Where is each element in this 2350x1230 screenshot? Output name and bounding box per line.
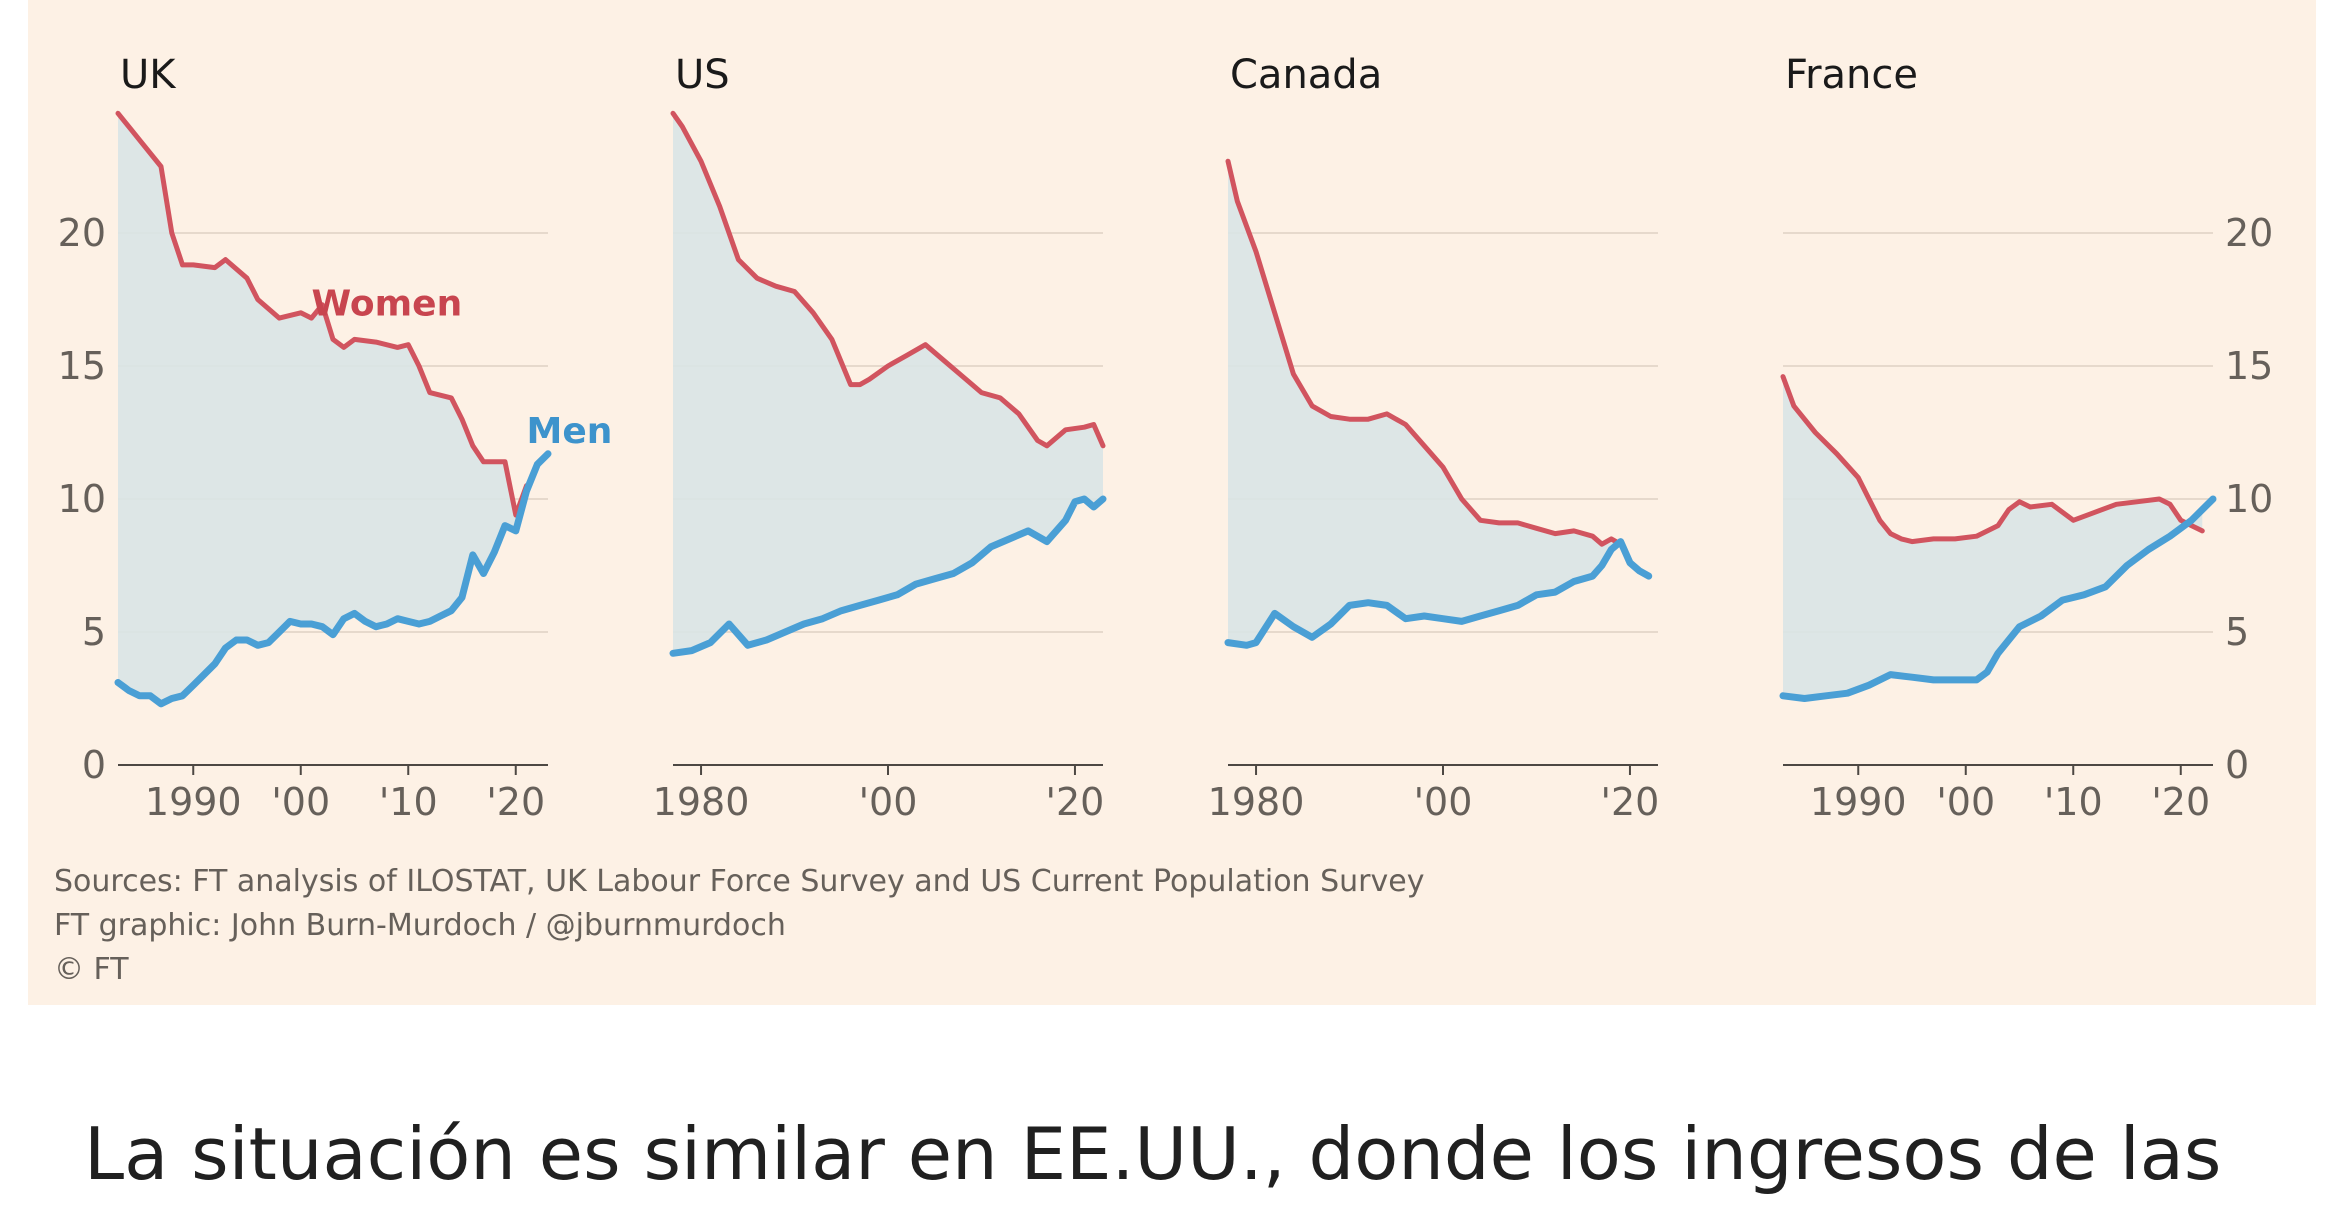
uk-x-tick-label: '10 (379, 780, 438, 824)
canada-women-line (1225, 158, 1624, 547)
uk-y-tick-label: 15 (58, 344, 106, 388)
uk-men-line (114, 450, 552, 708)
us-women-line (670, 110, 1106, 449)
france-y-tick-label: 10 (2225, 477, 2273, 521)
france-x-tick-label: 1990 (1810, 780, 1907, 824)
uk-women-line (115, 110, 529, 518)
article-caption: La situación es similar en EE.UU., donde… (84, 1112, 2222, 1196)
chart-sources: Sources: FT analysis of ILOSTAT, UK Labo… (54, 860, 2254, 992)
uk-y-tick-label: 20 (58, 211, 106, 255)
uk-x-tick-label: 1990 (145, 780, 242, 824)
uk-gap-area (118, 113, 527, 704)
france-x-tick-label: '20 (2151, 780, 2210, 824)
canada-x-tick-label: '00 (1414, 780, 1473, 824)
france-women-line (1780, 374, 2205, 545)
copyright: © FT (54, 952, 129, 987)
canada-x-tick-label: '20 (1601, 780, 1660, 824)
canada-men-line (1224, 538, 1653, 649)
france-men-line (1779, 495, 2217, 702)
uk-x-tick-label: '00 (271, 780, 330, 824)
us-x-tick-label: 1980 (653, 780, 750, 824)
uk-panel-title: UK (120, 52, 177, 98)
uk-x-tick-label: '20 (486, 780, 545, 824)
france-y-tick-label: 15 (2225, 344, 2273, 388)
us-gap-area (673, 113, 1103, 654)
uk-y-tick-label: 5 (82, 610, 106, 654)
graphic-credit: FT graphic: John Burn-Murdoch / @jburnmu… (54, 908, 786, 943)
france-y-tick-label: 0 (2225, 743, 2249, 787)
us-x-tick-label: '00 (859, 780, 918, 824)
france-x-tick-label: '10 (2044, 780, 2103, 824)
france-y-tick-label: 20 (2225, 211, 2273, 255)
canada-x-tick-label: 1980 (1208, 780, 1305, 824)
uk-women-label: Women (312, 283, 463, 324)
us-panel-title: US (675, 52, 730, 98)
france-gap-area (1783, 376, 2203, 699)
canada-panel-title: Canada (1230, 52, 1382, 98)
chart-card: 1990 '00 '10 '20 0 5 10 15 20 UK Women Men 1980 '00 '2… (28, 0, 2316, 1005)
france-y-tick-label: 5 (2225, 610, 2249, 654)
us-x-tick-label: '20 (1046, 780, 1105, 824)
us-men-line (669, 495, 1107, 657)
uk-men-label: Men (527, 411, 613, 452)
france-x-tick-label: '00 (1936, 780, 1995, 824)
sources-line: Sources: FT analysis of ILOSTAT, UK Labo… (54, 864, 1425, 899)
france-panel-title: France (1785, 52, 1918, 98)
small-multiples-chart: 1990 '00 '10 '20 0 5 10 15 20 UK Women Men 1980 '00 '2… (58, 52, 2274, 824)
canada-gap-area (1228, 161, 1621, 645)
uk-y-tick-label: 0 (82, 743, 106, 787)
uk-y-tick-label: 10 (58, 477, 106, 521)
